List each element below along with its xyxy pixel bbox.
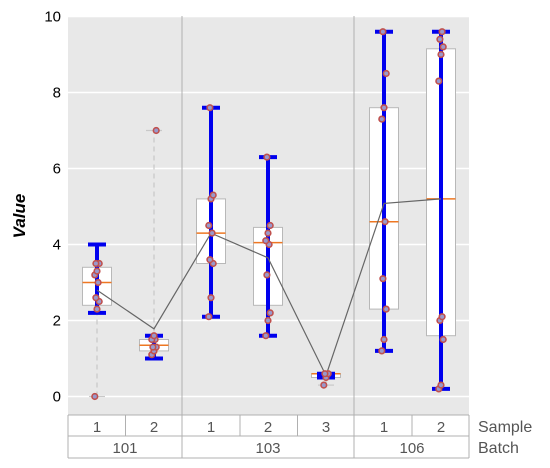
- data-point: [150, 332, 158, 340]
- data-point: [382, 69, 390, 78]
- y-tick-label: 2: [53, 313, 61, 330]
- data-point: [439, 43, 447, 51]
- data-point: [149, 343, 157, 351]
- data-point: [436, 35, 444, 43]
- batch-label: 106: [399, 440, 424, 457]
- data-point: [380, 335, 388, 344]
- batch-label: 101: [112, 440, 137, 457]
- y-tick-label: 10: [44, 9, 61, 26]
- data-point: [93, 305, 101, 313]
- category-table: 1 2 101 1 2 3 103 1 2 106: [67, 414, 470, 459]
- data-point: [320, 381, 328, 389]
- data-point: [437, 50, 445, 59]
- y-tick-label: 8: [53, 85, 61, 102]
- data-point: [152, 126, 160, 135]
- data-point: [380, 104, 388, 112]
- data-point: [439, 335, 447, 344]
- data-point: [263, 271, 271, 279]
- data-point: [264, 316, 272, 325]
- batch-separators: [181, 16, 355, 415]
- y-tick-label: 6: [53, 161, 61, 178]
- batch-label: 103: [255, 440, 280, 457]
- y-tick-label: 0: [53, 389, 61, 406]
- data-point: [206, 104, 214, 112]
- data-point: [92, 259, 100, 268]
- sample-label: 1: [380, 419, 388, 436]
- sample-label: 1: [93, 419, 101, 436]
- data-point: [435, 77, 443, 85]
- data-point: [379, 28, 387, 36]
- data-point: [205, 221, 213, 230]
- data-point: [382, 305, 390, 313]
- data-point: [381, 218, 389, 226]
- data-point: [263, 153, 271, 161]
- data-point: [262, 332, 270, 340]
- data-point: [91, 392, 99, 401]
- data-point: [438, 313, 446, 321]
- data-point: [378, 347, 386, 355]
- data-point: [206, 256, 214, 264]
- data-point: [207, 294, 215, 302]
- data-point: [94, 278, 102, 287]
- data-point: [378, 115, 386, 123]
- data-point: [208, 229, 216, 237]
- y-axis: 0 2 4 6 8 10: [44, 9, 61, 406]
- data-point: [264, 229, 272, 237]
- data-point: [438, 28, 446, 36]
- mean-line: [96, 198, 442, 378]
- data-point: [209, 191, 217, 199]
- sample-label: 1: [207, 419, 215, 436]
- chart-marks: [82, 28, 456, 401]
- data-point: [262, 237, 270, 245]
- data-point: [92, 294, 100, 302]
- data-point: [379, 275, 387, 283]
- data-point: [321, 370, 329, 378]
- sample-label: 2: [437, 419, 445, 436]
- y-axis-label: Value: [10, 194, 29, 239]
- y-tick-label: 4: [53, 237, 61, 254]
- data-point: [437, 381, 445, 389]
- data-point: [266, 309, 274, 317]
- data-point: [205, 313, 213, 321]
- data-point: [93, 267, 101, 275]
- row-label-batch: Batch: [478, 440, 519, 457]
- row-label-sample: Sample: [478, 419, 532, 436]
- sample-label: 2: [264, 419, 272, 436]
- data-point: [266, 221, 274, 230]
- sample-label: 3: [322, 419, 330, 436]
- sample-label: 2: [150, 419, 158, 436]
